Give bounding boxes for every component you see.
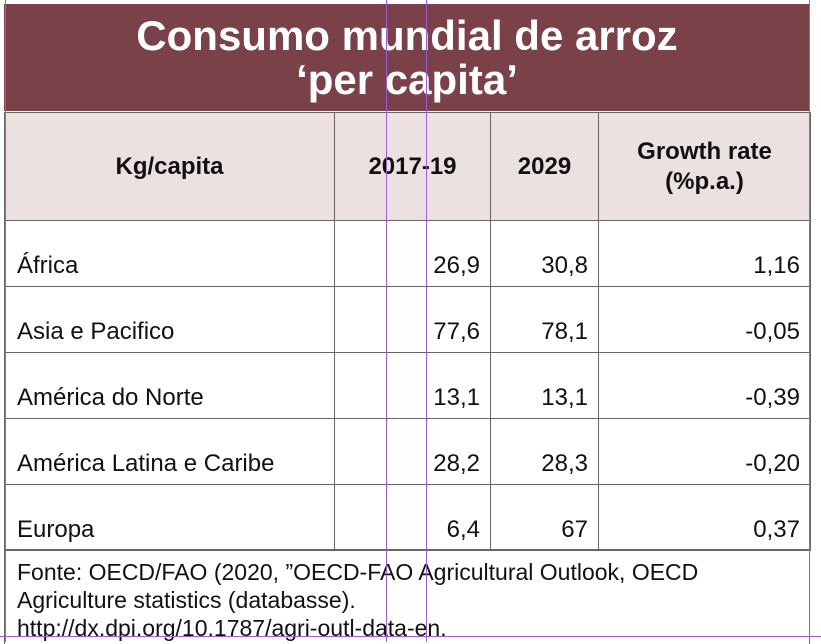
header-kg-capita: Kg/capita (4, 112, 335, 221)
layout-guide (809, 0, 810, 642)
value-2017-19-cell: 26,9 (334, 220, 491, 287)
region-cell: América Latina e Caribe (4, 418, 335, 485)
region-cell: Asia e Pacifico (4, 286, 335, 353)
header-row: Kg/capita 2017-19 2029 Growth rate (%p.a… (4, 112, 811, 221)
value-2029-cell: 30,8 (490, 220, 599, 287)
table-row: América Latina e Caribe 28,2 28,3 -0,20 (4, 418, 811, 485)
title-line-2: ‘per capita’ (296, 56, 518, 103)
layout-guide (5, 0, 6, 642)
growth-rate-cell: -0,39 (598, 352, 811, 419)
growth-rate-cell: 0,37 (598, 484, 811, 551)
source-line-1: Fonte: OECD/FAO (2020, ”OECD-FAO Agricul… (17, 559, 699, 585)
value-2029-cell: 28,3 (490, 418, 599, 485)
value-2029-cell: 13,1 (490, 352, 599, 419)
table-row: Europa 6,4 67 0,37 (4, 484, 811, 551)
source-note: Fonte: OECD/FAO (2020, ”OECD-FAO Agricul… (4, 549, 810, 644)
title-line-1: Consumo mundial de arroz (136, 12, 678, 59)
header-2029: 2029 (490, 112, 599, 221)
value-2017-19-cell: 77,6 (334, 286, 491, 353)
value-2029-cell: 67 (490, 484, 599, 551)
region-cell: África (4, 220, 335, 287)
growth-rate-cell: -0,20 (598, 418, 811, 485)
table-row: América do Norte 13,1 13,1 -0,39 (4, 352, 811, 419)
source-line-2: Agriculture statistics (databasse). (17, 587, 356, 613)
value-2029-cell: 78,1 (490, 286, 599, 353)
layout-guide (0, 636, 821, 637)
table-frame: Consumo mundial de arroz ‘per capita’ Kg… (4, 4, 811, 644)
growth-rate-cell: -0,05 (598, 286, 811, 353)
header-2017-19: 2017-19 (334, 112, 491, 221)
growth-rate-cell: 1,16 (598, 220, 811, 287)
header-growth-rate: Growth rate (%p.a.) (598, 112, 811, 221)
region-cell: Europa (4, 484, 335, 551)
region-cell: América do Norte (4, 352, 335, 419)
layout-guide (386, 0, 387, 642)
value-2017-19-cell: 6,4 (334, 484, 491, 551)
table-row: África 26,9 30,8 1,16 (4, 220, 811, 287)
source-line-3: http://dx.dpi.org/10.1787/agri-outl-data… (17, 615, 447, 641)
value-2017-19-cell: 13,1 (334, 352, 491, 419)
value-2017-19-cell: 28,2 (334, 418, 491, 485)
rice-consumption-table: Kg/capita 2017-19 2029 Growth rate (%p.a… (4, 112, 811, 551)
table-title: Consumo mundial de arroz ‘per capita’ (4, 4, 810, 111)
layout-guide (426, 0, 427, 642)
table-row: Asia e Pacifico 77,6 78,1 -0,05 (4, 286, 811, 353)
